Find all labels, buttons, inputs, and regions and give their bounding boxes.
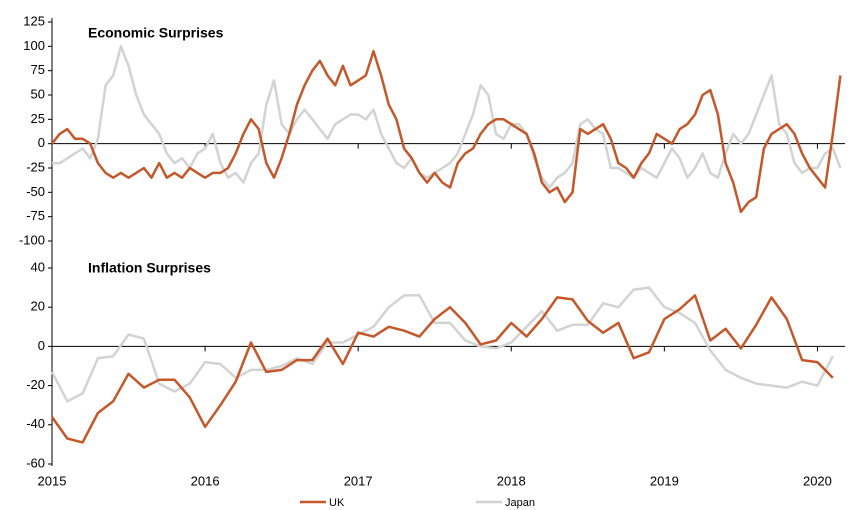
y-tick-label: -60 bbox=[26, 455, 45, 470]
panel-title: Economic Surprises bbox=[88, 25, 224, 41]
y-tick-label: -40 bbox=[26, 416, 45, 431]
x-tick-label: 2020 bbox=[803, 473, 832, 488]
y-tick-label: 100 bbox=[23, 38, 45, 53]
panel-title: Inflation Surprises bbox=[88, 260, 211, 276]
series-line bbox=[50, 286, 834, 403]
y-tick-label: 50 bbox=[31, 86, 45, 101]
y-tick-label: -25 bbox=[26, 159, 45, 174]
y-tick-label: 40 bbox=[31, 259, 45, 274]
y-tick-label: 0 bbox=[38, 135, 45, 150]
x-tick-label: 2017 bbox=[344, 473, 373, 488]
legend-label: Japan bbox=[505, 497, 535, 509]
legend-label: UK bbox=[329, 497, 345, 509]
y-tick-label: 125 bbox=[23, 13, 45, 28]
y-tick-label: 20 bbox=[31, 299, 45, 314]
x-tick-label: 2015 bbox=[38, 473, 67, 488]
series-line bbox=[52, 45, 842, 189]
series-line bbox=[50, 294, 834, 444]
y-tick-label: -75 bbox=[26, 208, 45, 223]
y-tick-label: -50 bbox=[26, 184, 45, 199]
y-tick-label: 25 bbox=[31, 111, 45, 126]
y-tick-label: 0 bbox=[38, 338, 45, 353]
x-tick-label: 2019 bbox=[650, 473, 679, 488]
y-tick-label: 75 bbox=[31, 62, 45, 77]
x-tick-label: 2018 bbox=[497, 473, 526, 488]
y-tick-label: -20 bbox=[26, 377, 45, 392]
x-tick-label: 2016 bbox=[191, 473, 220, 488]
series-line bbox=[51, 49, 842, 214]
y-tick-label: -100 bbox=[19, 232, 45, 247]
